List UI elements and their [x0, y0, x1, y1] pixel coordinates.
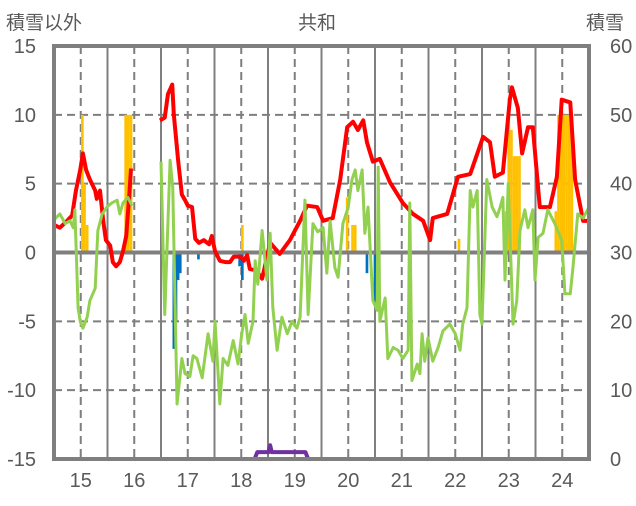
x-tick-label: 22	[444, 470, 466, 492]
left-tick-label: 0	[25, 243, 36, 265]
plot-frame	[52, 44, 591, 461]
left-axis-title: 積雪以外	[6, 12, 83, 34]
left-tick-label: 15	[14, 36, 36, 58]
bar-positive	[557, 114, 560, 253]
bar-negative	[197, 252, 200, 260]
x-tick-label: 15	[70, 470, 92, 492]
series-line-green	[159, 158, 591, 406]
bar-positive	[510, 129, 513, 253]
bar-positive	[570, 114, 574, 253]
bar-positive	[567, 114, 571, 253]
bar-positive	[124, 114, 128, 253]
left-tick-label: -10	[7, 380, 36, 402]
series-line-red	[158, 82, 589, 281]
right-tick-label: 0	[610, 449, 621, 471]
x-tick-label: 21	[391, 470, 413, 492]
bar-positive	[559, 114, 563, 253]
x-tick-label: 24	[551, 470, 573, 492]
series-line-red	[53, 151, 134, 269]
bar-positive	[515, 156, 519, 253]
x-tick-label: 16	[123, 470, 145, 492]
right-tick-label: 60	[610, 36, 632, 58]
bar-positive	[83, 183, 86, 253]
bar-positive	[240, 224, 244, 253]
bar-negative	[238, 252, 241, 267]
right-tick-label: 50	[610, 105, 632, 127]
bar-positive	[565, 114, 568, 253]
x-tick-label: 18	[230, 470, 252, 492]
series-line-green	[51, 195, 134, 330]
bar-negative	[365, 252, 369, 274]
x-tick-label: 20	[337, 470, 359, 492]
right-tick-label: 30	[610, 243, 632, 265]
left-tick-label: 10	[14, 105, 36, 127]
x-tick-label: 17	[177, 470, 199, 492]
bar-positive	[85, 224, 89, 253]
right-axis-title: 積雪	[586, 12, 625, 34]
right-tick-label: 10	[610, 380, 632, 402]
right-tick-label: 40	[610, 174, 632, 196]
series-line-purple	[161, 443, 589, 461]
bar-positive	[345, 197, 349, 253]
right-tick-label: 20	[610, 311, 632, 333]
bar-positive	[351, 224, 354, 253]
chart-title: 共和	[298, 12, 337, 34]
left-tick-label: -15	[7, 449, 36, 471]
bar-negative	[178, 252, 182, 274]
bar-positive	[81, 114, 84, 253]
x-tick-label: 19	[284, 470, 306, 492]
left-tick-label: -5	[18, 311, 36, 333]
bar-positive	[512, 156, 516, 253]
bar-negative	[240, 252, 244, 281]
bar-positive	[353, 224, 357, 253]
bar-positive	[554, 211, 558, 253]
bar-positive	[518, 156, 521, 253]
x-tick-label: 23	[498, 470, 520, 492]
bar-positive	[562, 114, 566, 253]
bar-negative	[176, 252, 180, 281]
bar-negative	[373, 252, 377, 301]
bar-positive	[457, 238, 461, 253]
left-tick-label: 5	[25, 174, 36, 196]
